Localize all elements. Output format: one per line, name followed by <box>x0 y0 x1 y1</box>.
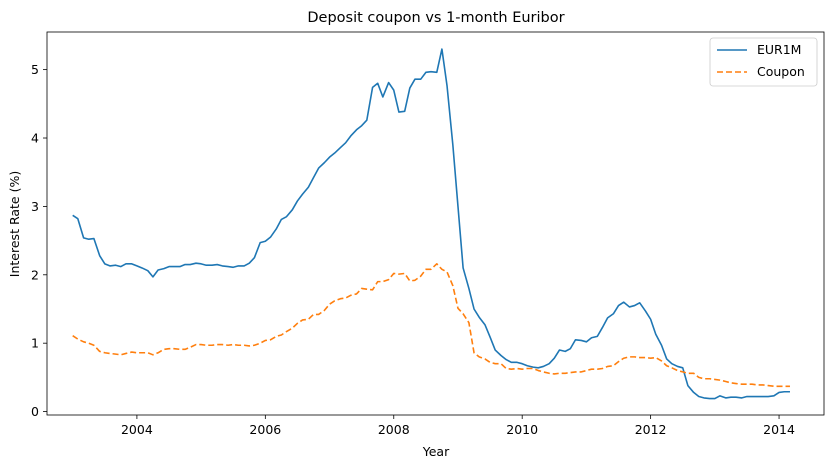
x-axis-title: Year <box>422 444 450 459</box>
x-tick-label: 2004 <box>121 422 153 437</box>
y-tick-label: 1 <box>31 336 39 351</box>
y-tick-label: 3 <box>31 199 39 214</box>
legend: EUR1M Coupon <box>709 37 818 87</box>
chart-title: Deposit coupon vs 1-month Euribor <box>307 10 564 26</box>
plot-frame <box>46 31 825 416</box>
x-tick-label: 2010 <box>506 422 538 437</box>
x-axis: 2004 2006 2008 2010 2012 2014 <box>121 415 795 437</box>
y-tick-label: 0 <box>31 404 39 419</box>
x-tick-label: 2006 <box>249 422 281 437</box>
y-axis: 0 1 2 3 4 5 <box>31 62 47 419</box>
y-tick-label: 2 <box>31 267 39 282</box>
y-tick-label: 5 <box>31 62 39 77</box>
y-axis-title: Interest Rate (%) <box>7 171 22 277</box>
plot-area <box>72 48 790 400</box>
legend-label-coupon: Coupon <box>757 64 805 79</box>
series-line-eur1m <box>72 48 790 400</box>
x-tick-label: 2014 <box>763 422 795 437</box>
legend-label-eur1m: EUR1M <box>757 42 801 57</box>
x-tick-label: 2012 <box>635 422 667 437</box>
series-line-coupon <box>72 263 790 388</box>
x-tick-label: 2008 <box>378 422 410 437</box>
y-tick-label: 4 <box>31 131 39 146</box>
